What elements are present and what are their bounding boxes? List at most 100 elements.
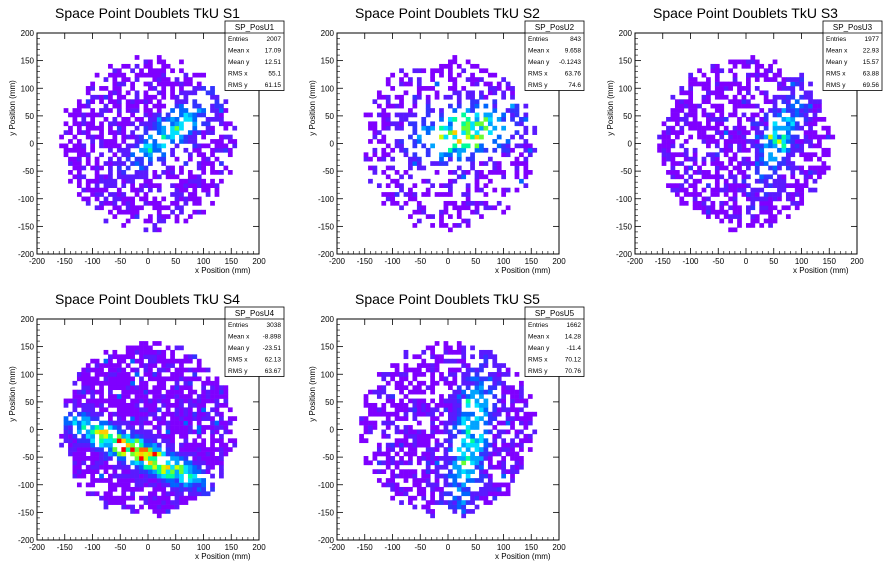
- heatmap-cell: [487, 112, 493, 118]
- heatmap-cell: [81, 407, 87, 413]
- x-tick-label: -100: [682, 257, 699, 266]
- x-tick-label: 100: [197, 257, 211, 266]
- heatmap-cell: [72, 460, 78, 466]
- heatmap-cell: [439, 402, 444, 408]
- heatmap-cell: [421, 372, 427, 377]
- heatmap-cell: [165, 425, 171, 430]
- heatmap-cell: [501, 438, 507, 444]
- heatmap-cell: [103, 500, 109, 505]
- heatmap-cell: [785, 192, 791, 197]
- heatmap-cell: [679, 130, 685, 135]
- heatmap-cell: [156, 420, 162, 426]
- heatmap-cell: [817, 174, 822, 180]
- heatmap-cell: [372, 456, 378, 461]
- heatmap-cell: [492, 170, 498, 175]
- heatmap-cell: [143, 402, 149, 408]
- heatmap-cell: [772, 178, 778, 184]
- heatmap-cell: [448, 447, 453, 452]
- heatmap-cell: [130, 134, 135, 140]
- heatmap-cell: [179, 389, 184, 395]
- heatmap-cell: [192, 99, 198, 105]
- heatmap-cell: [732, 112, 738, 118]
- heatmap-cell: [496, 491, 502, 497]
- heatmap-cell: [723, 81, 729, 87]
- heatmap-cell: [121, 504, 127, 510]
- heatmap-cell: [103, 376, 109, 382]
- heatmap-cell: [661, 161, 667, 166]
- heatmap-cell: [223, 420, 229, 426]
- heatmap-cell: [363, 438, 369, 444]
- heatmap-cell: [108, 94, 113, 100]
- heatmap-cell: [368, 139, 373, 144]
- stats-value: -8.898: [263, 334, 282, 341]
- heatmap-cell: [808, 156, 813, 162]
- heatmap-cell: [179, 478, 184, 483]
- heatmap-cell: [461, 451, 467, 457]
- heatmap-cell: [746, 59, 751, 65]
- heatmap-cell: [121, 464, 127, 470]
- heatmap-cell: [434, 438, 440, 444]
- heatmap-cell: [439, 209, 444, 215]
- heatmap-cell: [161, 433, 167, 439]
- heatmap-cell: [692, 161, 698, 166]
- heatmap-cell: [219, 411, 224, 417]
- heatmap-cell: [483, 363, 489, 368]
- heatmap-cell: [68, 451, 73, 457]
- heatmap-cell: [156, 81, 162, 87]
- heatmap-cell: [496, 143, 502, 149]
- heatmap-cell: [496, 433, 502, 439]
- heatmap-cell: [196, 420, 202, 426]
- heatmap-cell: [474, 456, 480, 461]
- heatmap-cell: [152, 94, 158, 100]
- heatmap-cell: [710, 103, 716, 109]
- stats-box-frame: [524, 20, 585, 91]
- heatmap-cell: [505, 486, 511, 492]
- heatmap-cell: [523, 125, 529, 131]
- heatmap-cell: [728, 143, 733, 149]
- heatmap-cell: [183, 464, 189, 470]
- x-tick-label: 100: [497, 543, 511, 552]
- heatmap-cell: [108, 389, 113, 395]
- heatmap-cell: [781, 174, 787, 180]
- heatmap-cell: [139, 187, 144, 193]
- heatmap-cell: [487, 385, 493, 391]
- heatmap-cell: [125, 209, 131, 215]
- heatmap-cell: [456, 389, 462, 395]
- heatmap-cell: [701, 139, 707, 144]
- heatmap-cell: [72, 447, 78, 452]
- heatmap-cell: [143, 473, 149, 479]
- heatmap-cell: [430, 183, 435, 188]
- heatmap-cell: [72, 389, 78, 395]
- heatmap-cell: [416, 385, 422, 391]
- heatmap-cell: [376, 372, 382, 377]
- heatmap-cell: [692, 103, 698, 109]
- heatmap-cell: [94, 196, 100, 202]
- heatmap-cell: [746, 63, 751, 69]
- heatmap-cell: [527, 447, 533, 452]
- heatmap-cell: [403, 433, 409, 439]
- heatmap-cell: [179, 376, 184, 382]
- heatmap-cell: [99, 130, 104, 135]
- heatmap-cell: [794, 165, 800, 171]
- heatmap-cell: [501, 407, 507, 413]
- heatmap-cell: [76, 112, 82, 118]
- heatmap-cell: [103, 187, 109, 193]
- heatmap-cell: [201, 416, 207, 421]
- heatmap-cell: [394, 464, 400, 470]
- heatmap-cell: [496, 372, 502, 377]
- heatmap-cell: [210, 447, 215, 452]
- stats-label: Mean x: [528, 334, 550, 341]
- heatmap-cell: [487, 500, 493, 505]
- heatmap-cell: [201, 486, 207, 492]
- heatmap-cell: [112, 178, 118, 184]
- heatmap-cell: [108, 478, 113, 483]
- heatmap-cell: [430, 363, 435, 368]
- heatmap-cell: [165, 482, 171, 488]
- heatmap-cell: [523, 139, 529, 144]
- heatmap-cell: [425, 456, 431, 461]
- heatmap-cell: [772, 134, 778, 140]
- x-tick-label: 200: [252, 543, 266, 552]
- heatmap-cell: [474, 205, 480, 211]
- heatmap-cell: [148, 358, 153, 364]
- heatmap-cell: [125, 121, 131, 127]
